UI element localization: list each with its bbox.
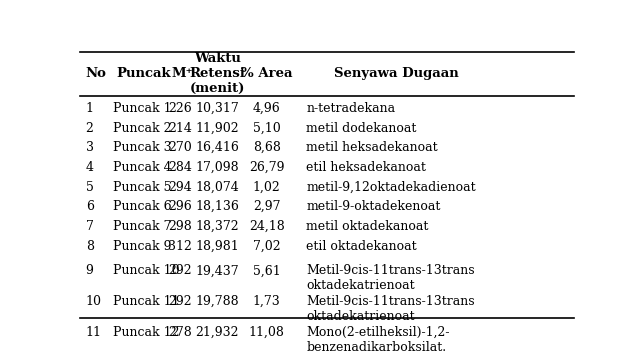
Text: Puncak 4: Puncak 4 — [114, 161, 172, 174]
Text: 296: 296 — [168, 200, 191, 213]
Text: Mono(2-etilheksil)-1,2-
benzenadikarboksilat.: Mono(2-etilheksil)-1,2- benzenadikarboks… — [306, 326, 450, 354]
Text: Puncak 6: Puncak 6 — [114, 200, 172, 213]
Text: 10,317: 10,317 — [195, 102, 239, 115]
Text: 226: 226 — [168, 102, 191, 115]
Text: 18,136: 18,136 — [195, 200, 239, 213]
Text: 11,08: 11,08 — [249, 326, 285, 339]
Text: 21,932: 21,932 — [195, 326, 239, 339]
Text: 4: 4 — [85, 161, 94, 174]
Text: 294: 294 — [168, 181, 191, 194]
Text: 10: 10 — [85, 295, 101, 308]
Text: metil-9-oktadekenoat: metil-9-oktadekenoat — [306, 200, 441, 213]
Text: 5,61: 5,61 — [253, 264, 281, 278]
Text: 7: 7 — [85, 220, 94, 233]
Text: 1,73: 1,73 — [253, 295, 281, 308]
Text: Puncak 2: Puncak 2 — [114, 122, 172, 135]
Text: 298: 298 — [168, 220, 191, 233]
Text: 1: 1 — [85, 102, 94, 115]
Text: Puncak 5: Puncak 5 — [114, 181, 172, 194]
Text: M⁺: M⁺ — [171, 67, 193, 80]
Text: 19,437: 19,437 — [195, 264, 239, 278]
Text: Puncak 7: Puncak 7 — [114, 220, 172, 233]
Text: Puncak 1: Puncak 1 — [114, 102, 172, 115]
Text: 18,981: 18,981 — [195, 240, 239, 253]
Text: 284: 284 — [168, 161, 191, 174]
Text: 2: 2 — [85, 122, 94, 135]
Text: 270: 270 — [168, 141, 191, 154]
Text: etil oktadekanoat: etil oktadekanoat — [306, 240, 417, 253]
Text: Puncak: Puncak — [117, 67, 172, 80]
Text: Senyawa Dugaan: Senyawa Dugaan — [334, 67, 459, 80]
Text: 26,79: 26,79 — [249, 161, 285, 174]
Text: % Area: % Area — [241, 67, 292, 80]
Text: 9: 9 — [85, 264, 94, 278]
Text: 18,074: 18,074 — [195, 181, 239, 194]
Text: Metil-9cis-11trans-13trans
oktadekatrienoat: Metil-9cis-11trans-13trans oktadekatrien… — [306, 264, 475, 292]
Text: 4,96: 4,96 — [253, 102, 281, 115]
Text: 278: 278 — [168, 326, 191, 339]
Text: 24,18: 24,18 — [249, 220, 285, 233]
Text: 11,902: 11,902 — [195, 122, 239, 135]
Text: metil oktadekanoat: metil oktadekanoat — [306, 220, 429, 233]
Text: Puncak 9: Puncak 9 — [114, 240, 172, 253]
Text: Puncak 12: Puncak 12 — [114, 326, 180, 339]
Text: Puncak 11: Puncak 11 — [114, 295, 180, 308]
Text: 11: 11 — [85, 326, 101, 339]
Text: 292: 292 — [168, 264, 191, 278]
Text: Metil-9cis-11trans-13trans
oktadekatrienoat: Metil-9cis-11trans-13trans oktadekatrien… — [306, 295, 475, 323]
Text: 8,68: 8,68 — [253, 141, 281, 154]
Text: 19,788: 19,788 — [195, 295, 239, 308]
Text: 5: 5 — [85, 181, 94, 194]
Text: Puncak 3: Puncak 3 — [114, 141, 172, 154]
Text: etil heksadekanoat: etil heksadekanoat — [306, 161, 426, 174]
Text: 17,098: 17,098 — [195, 161, 239, 174]
Text: 2,97: 2,97 — [253, 200, 281, 213]
Text: 214: 214 — [168, 122, 191, 135]
Text: metil-9,12oktadekadienoat: metil-9,12oktadekadienoat — [306, 181, 476, 194]
Text: 18,372: 18,372 — [195, 220, 239, 233]
Text: 6: 6 — [85, 200, 94, 213]
Text: metil dodekanoat: metil dodekanoat — [306, 122, 417, 135]
Text: 312: 312 — [168, 240, 191, 253]
Text: metil heksadekanoat: metil heksadekanoat — [306, 141, 438, 154]
Text: 5,10: 5,10 — [253, 122, 281, 135]
Text: 16,416: 16,416 — [195, 141, 239, 154]
Text: n-tetradekana: n-tetradekana — [306, 102, 396, 115]
Text: Waktu
Retensi
(menit): Waktu Retensi (menit) — [189, 52, 245, 95]
Text: 292: 292 — [168, 295, 191, 308]
Text: 3: 3 — [85, 141, 94, 154]
Text: 1,02: 1,02 — [253, 181, 281, 194]
Text: No: No — [85, 67, 107, 80]
Text: 8: 8 — [85, 240, 94, 253]
Text: 7,02: 7,02 — [253, 240, 281, 253]
Text: Puncak 10: Puncak 10 — [114, 264, 180, 278]
